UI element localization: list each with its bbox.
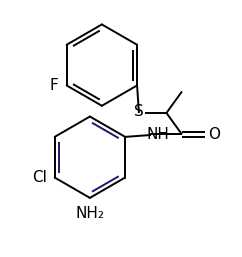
Text: F: F (49, 78, 58, 93)
Text: O: O (208, 127, 220, 142)
Text: S: S (134, 104, 144, 118)
Text: NH₂: NH₂ (76, 206, 104, 221)
Text: Cl: Cl (32, 170, 46, 185)
Text: NH: NH (147, 127, 169, 142)
